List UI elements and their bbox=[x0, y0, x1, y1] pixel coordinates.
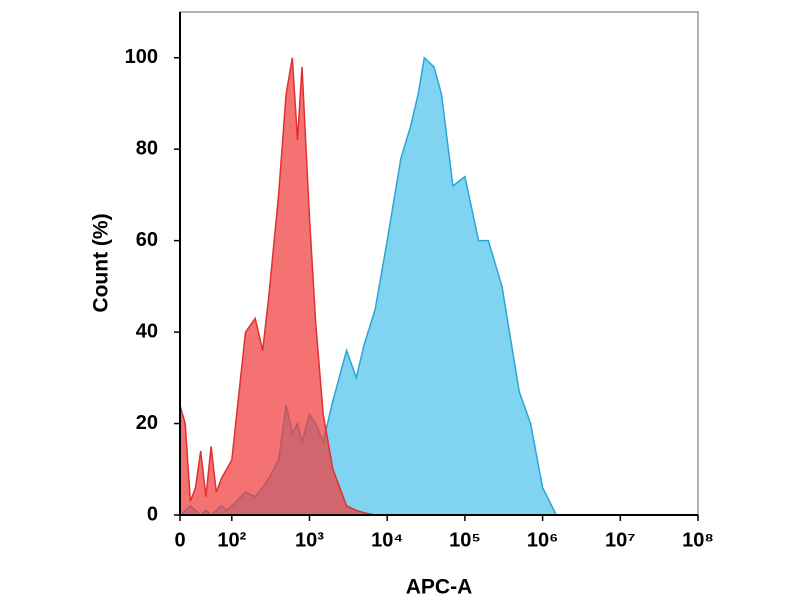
y-tick-label: 100 bbox=[125, 46, 158, 68]
x-tick-label: 0 bbox=[174, 529, 185, 551]
y-tick-label: 80 bbox=[136, 137, 158, 159]
x-tick-label: 10⁶ bbox=[527, 529, 558, 551]
y-tick-label: 60 bbox=[136, 229, 158, 251]
x-tick-label: 10⁵ bbox=[449, 529, 481, 551]
x-tick-label: 10³ bbox=[295, 529, 324, 551]
x-axis-title: APC-A bbox=[406, 576, 473, 599]
x-tick-label: 10⁸ bbox=[682, 529, 714, 551]
y-axis-title: Count (%) bbox=[90, 213, 113, 312]
y-tick-label: 40 bbox=[136, 320, 158, 342]
x-tick-label: 10⁷ bbox=[605, 529, 636, 551]
x-tick-label: 10⁴ bbox=[371, 529, 403, 551]
y-tick-label: 0 bbox=[147, 503, 158, 525]
x-tick-label: 10² bbox=[217, 529, 246, 551]
y-tick-label: 20 bbox=[136, 412, 158, 434]
